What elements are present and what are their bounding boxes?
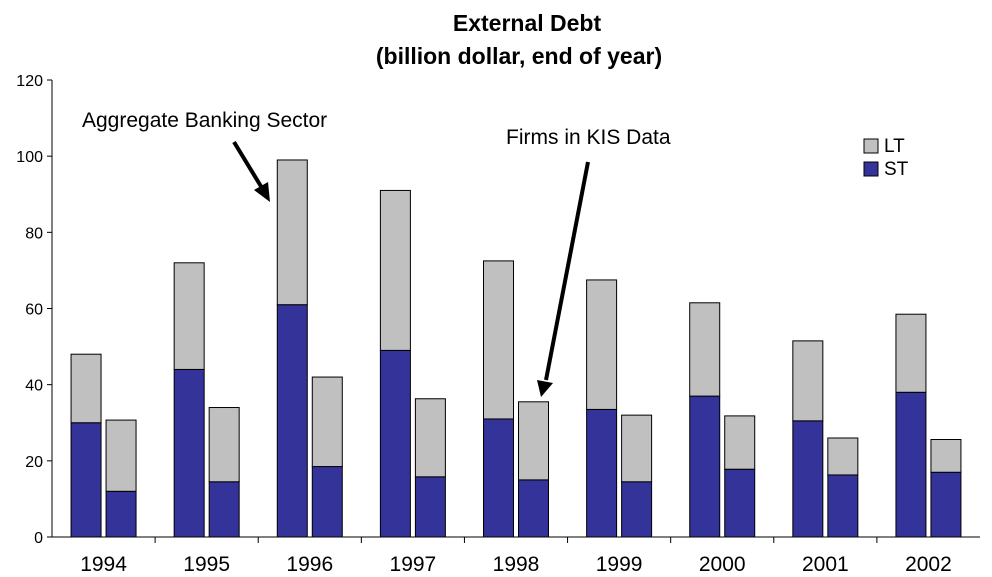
y-tick-label: 20 — [25, 454, 43, 471]
legend: LT ST — [863, 136, 909, 180]
x-tick-label: 2002 — [905, 553, 952, 576]
bar-st-1998-group-0 — [483, 418, 514, 538]
x-tick-label: 1998 — [493, 553, 540, 576]
bar-lt-1996-group-1 — [311, 376, 343, 468]
bar-lt-2002-group-0 — [895, 313, 927, 393]
bar-st-1995-group-0 — [173, 368, 205, 538]
bar-st-2000-group-0 — [689, 395, 721, 538]
y-tick-label: 60 — [25, 302, 43, 319]
y-tick-label: 0 — [34, 530, 43, 547]
y-axis: 0 20 40 60 80 100 120 — [16, 73, 53, 547]
bar-lt-1995-group-0 — [173, 262, 205, 370]
bar-lt-2000-group-0 — [689, 302, 721, 397]
bar-st-1994-group-0 — [70, 422, 102, 538]
bar-lt-1997-group-0 — [379, 189, 411, 351]
x-axis: 1994 1995 1996 1997 1998 1999 2000 2001 2002 — [52, 536, 980, 576]
bar-lt-1997-group-1 — [414, 398, 446, 478]
bar-st-1996-group-1 — [311, 466, 343, 538]
legend-st-swatch — [863, 161, 879, 177]
bar-st-1996-group-0 — [276, 304, 308, 538]
legend-lt-label: LT — [884, 136, 905, 157]
x-tick-label: 2000 — [699, 553, 746, 576]
bar-st-1995-group-1 — [208, 481, 240, 538]
bar-st-2002-group-1 — [930, 471, 962, 538]
y-tick-label: 100 — [16, 149, 43, 166]
x-tick-label: 1994 — [80, 553, 127, 576]
bar-st-1999-group-0 — [586, 408, 618, 538]
chart-subtitle: (billion dollar, end of year) — [376, 43, 662, 69]
bar-lt-1994-group-1 — [105, 419, 137, 492]
x-tick-label: 2001 — [802, 553, 849, 576]
annotation-arrow-kis-head — [537, 380, 553, 397]
bar-st-1999-group-1 — [621, 481, 653, 538]
bar-st-1997-group-1 — [414, 476, 446, 538]
annotation-firms-in-kis-data: Firms in KIS Data — [506, 126, 671, 149]
bar-st-1998-group-1 — [518, 479, 549, 538]
bar-lt-1996-group-0 — [276, 159, 308, 306]
bar-lt-1994-group-0 — [70, 353, 102, 424]
y-tick-label: 40 — [25, 378, 43, 395]
bar-st-2000-group-1 — [724, 468, 756, 538]
chart-title: External Debt — [453, 10, 602, 36]
bar-lt-2000-group-1 — [724, 415, 756, 470]
bar-lt-2001-group-0 — [792, 340, 824, 422]
annotation-aggregate-banking-sector: Aggregate Banking Sector — [82, 109, 327, 132]
annotation-arrow-banking-shaft — [232, 140, 264, 190]
bar-st-1994-group-1 — [105, 490, 137, 538]
bar-lt-2002-group-1 — [930, 439, 962, 473]
x-tick-label: 1999 — [596, 553, 643, 576]
y-tick-label: 120 — [16, 73, 43, 90]
bar-lt-1999-group-0 — [586, 279, 618, 410]
x-tick-label: 1997 — [390, 553, 437, 576]
x-tick-label: 1996 — [286, 553, 333, 576]
bars — [70, 159, 962, 538]
annotations: Aggregate Banking Sector Firms in KIS Da… — [82, 109, 671, 397]
bar-st-2001-group-1 — [827, 474, 859, 538]
y-tick-label: 80 — [25, 225, 43, 242]
legend-lt-swatch — [863, 138, 879, 154]
legend-st-label: ST — [884, 159, 909, 180]
bar-lt-1999-group-1 — [621, 414, 653, 483]
bar-st-2001-group-0 — [792, 420, 824, 538]
annotation-arrow-banking-head — [254, 182, 270, 202]
bar-lt-1998-group-0 — [483, 260, 514, 420]
bar-st-1997-group-0 — [379, 349, 411, 538]
x-tick-label: 1995 — [183, 553, 230, 576]
bar-st-2002-group-0 — [895, 391, 927, 538]
bar-lt-2001-group-1 — [827, 437, 859, 476]
annotation-arrow-kis-shaft — [544, 161, 590, 381]
bar-lt-1998-group-1 — [518, 401, 549, 481]
bar-lt-1995-group-1 — [208, 407, 240, 483]
